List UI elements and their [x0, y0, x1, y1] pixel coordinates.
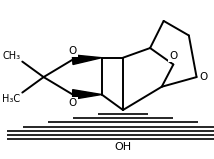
Text: O: O — [199, 72, 208, 82]
Text: OH: OH — [114, 142, 132, 152]
Text: O: O — [169, 51, 177, 61]
Text: O: O — [68, 46, 77, 56]
Polygon shape — [73, 90, 102, 99]
Text: O: O — [68, 98, 77, 108]
Polygon shape — [72, 55, 102, 65]
Text: CH₃: CH₃ — [2, 51, 20, 61]
Text: H₃C: H₃C — [2, 93, 20, 104]
